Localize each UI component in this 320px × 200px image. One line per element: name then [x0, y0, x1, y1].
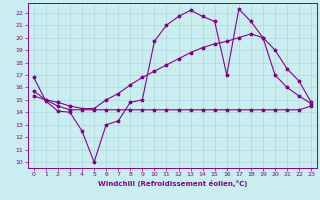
X-axis label: Windchill (Refroidissement éolien,°C): Windchill (Refroidissement éolien,°C)	[98, 180, 247, 187]
